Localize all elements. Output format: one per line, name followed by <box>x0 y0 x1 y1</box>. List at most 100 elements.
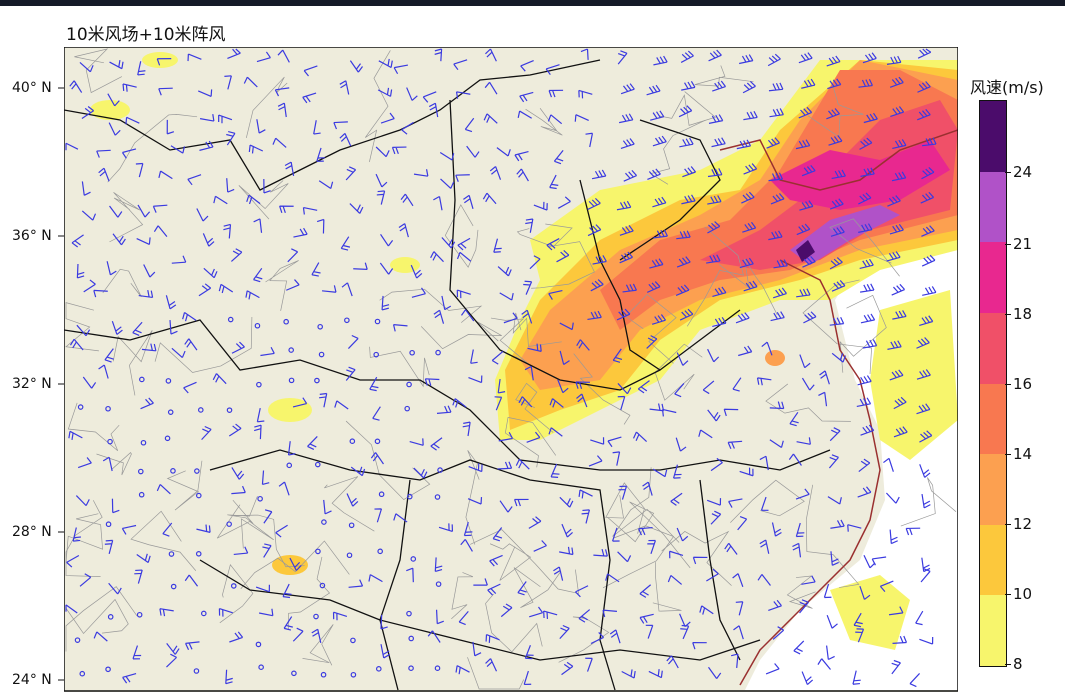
wind-barb <box>316 218 325 234</box>
wind-barb <box>707 221 721 234</box>
calm-wind-marker <box>193 668 200 674</box>
wind-barb <box>889 529 898 545</box>
county-border <box>467 657 525 690</box>
wind-barb <box>766 137 780 149</box>
county-border <box>465 450 480 545</box>
wind-barb <box>439 152 455 161</box>
wind-barb <box>303 65 318 77</box>
wind-barb <box>588 455 603 467</box>
calm-wind-marker <box>350 637 356 644</box>
wind-barb <box>377 87 393 97</box>
wind-barb <box>859 586 871 600</box>
wind-barb <box>661 408 677 417</box>
wind-barb <box>345 366 356 381</box>
wind-barb <box>543 610 558 619</box>
wind-barb <box>706 254 721 264</box>
wind-barb <box>559 350 570 365</box>
wind-barb <box>527 343 542 352</box>
calm-wind-marker <box>79 670 86 677</box>
wind-barb <box>893 396 907 410</box>
county-border <box>130 510 197 571</box>
calm-wind-marker <box>254 322 261 329</box>
wind-barb <box>587 310 602 321</box>
wind-barb <box>891 283 906 296</box>
wind-barb <box>605 573 620 583</box>
wind-barb <box>917 81 931 93</box>
wind-barb <box>457 237 471 251</box>
county-border <box>65 302 99 352</box>
wind-barb <box>156 58 172 66</box>
wind-barb <box>274 87 290 97</box>
wind-barb <box>638 526 653 536</box>
colorbar-tick: 16 <box>1004 375 1033 393</box>
wind-barb <box>483 113 498 124</box>
county-border <box>686 226 745 327</box>
wind-barb <box>374 508 383 523</box>
county-border <box>102 268 142 297</box>
county-border <box>504 416 557 468</box>
wind-barb <box>768 230 783 241</box>
wind-barb <box>380 112 395 124</box>
wind-barb <box>710 510 722 525</box>
wind-barb <box>248 144 264 154</box>
wind-barb <box>831 352 847 363</box>
wind-barb <box>593 548 608 557</box>
county-border <box>839 294 887 373</box>
wind-barb <box>692 556 708 565</box>
wind-barb <box>93 631 108 642</box>
county-border <box>166 460 203 511</box>
wind-barb <box>515 458 530 470</box>
wind-barb <box>559 624 570 640</box>
wind-barb <box>712 80 727 92</box>
wind-barb <box>517 581 527 596</box>
wind-barb <box>497 461 513 470</box>
top-bar <box>0 0 1065 6</box>
wind-barb <box>109 205 123 218</box>
wind-barb <box>578 489 593 499</box>
wind-barb <box>675 284 690 296</box>
wind-barb <box>557 196 571 209</box>
wind-barb <box>708 49 722 62</box>
wind-barb <box>706 568 719 582</box>
coastline <box>719 129 958 686</box>
wind-barb <box>767 53 781 67</box>
wind-barb <box>185 641 200 650</box>
wind-barb <box>651 314 667 325</box>
wind-barb <box>859 258 874 270</box>
wind-barb <box>732 377 742 392</box>
wind-barb <box>198 89 213 97</box>
wind-barb <box>612 527 620 542</box>
wind-barb <box>733 625 744 640</box>
wind-barb <box>430 437 443 451</box>
wind-barb <box>83 279 96 293</box>
wind-barb <box>545 64 560 75</box>
county-border <box>607 501 691 569</box>
wind-barb <box>293 227 308 238</box>
wind-barb <box>372 406 381 421</box>
wind-barb <box>642 481 653 496</box>
wind-barb <box>889 369 904 381</box>
wind-barb <box>920 191 935 204</box>
wind-barb <box>801 575 816 585</box>
wind-barb <box>466 145 480 158</box>
wind-barb <box>111 498 120 514</box>
wind-barb <box>187 174 202 186</box>
wind-barb <box>525 218 534 233</box>
wind-barb <box>393 513 408 523</box>
wind-barb <box>860 424 875 436</box>
wind-barb <box>524 645 534 660</box>
wind-barb <box>585 132 594 148</box>
wind-barb <box>311 628 322 644</box>
wind-barb <box>378 58 393 69</box>
calm-wind-marker <box>105 521 112 528</box>
calm-wind-marker <box>195 550 202 557</box>
wind-barb <box>590 437 605 445</box>
wind-barb <box>441 295 452 311</box>
wind-barb <box>855 628 865 643</box>
wind-barb <box>743 110 758 121</box>
wind-barb <box>287 441 296 456</box>
wind-barb <box>620 83 635 95</box>
wind-barb <box>826 645 835 661</box>
county-border <box>485 593 543 653</box>
wind-barb <box>524 365 534 381</box>
